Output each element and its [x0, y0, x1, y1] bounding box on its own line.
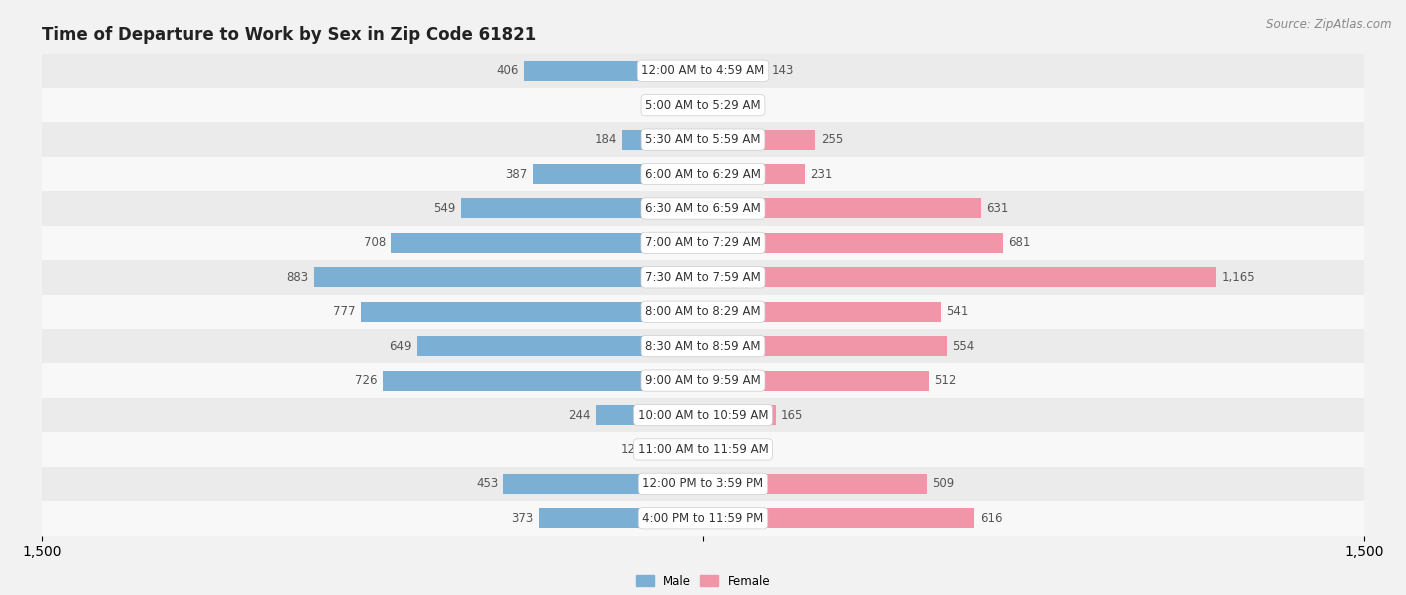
Text: 616: 616: [980, 512, 1002, 525]
Bar: [42, 466, 1364, 501]
Bar: [42, 501, 1364, 536]
Legend: Male, Female: Male, Female: [631, 570, 775, 592]
Bar: [42, 191, 1364, 226]
Bar: [314, 267, 703, 287]
Bar: [703, 405, 776, 425]
Bar: [42, 226, 1364, 260]
Text: 184: 184: [595, 133, 617, 146]
Bar: [621, 130, 703, 149]
Text: 12:00 PM to 3:59 PM: 12:00 PM to 3:59 PM: [643, 477, 763, 490]
Bar: [42, 295, 1364, 329]
Text: 231: 231: [810, 168, 832, 180]
Bar: [538, 508, 703, 528]
Bar: [418, 336, 703, 356]
Text: 88: 88: [747, 99, 762, 112]
Text: 4:00 PM to 11:59 PM: 4:00 PM to 11:59 PM: [643, 512, 763, 525]
Text: 5:30 AM to 5:59 AM: 5:30 AM to 5:59 AM: [645, 133, 761, 146]
Text: 649: 649: [389, 340, 412, 353]
Bar: [596, 405, 703, 425]
Bar: [42, 364, 1364, 398]
Bar: [703, 199, 981, 218]
Text: 17: 17: [716, 443, 731, 456]
Text: 8:00 AM to 8:29 AM: 8:00 AM to 8:29 AM: [645, 305, 761, 318]
Text: 244: 244: [568, 409, 591, 421]
Bar: [361, 302, 703, 322]
Bar: [503, 474, 703, 494]
Text: 1,165: 1,165: [1222, 271, 1256, 284]
Bar: [42, 123, 1364, 157]
Bar: [42, 157, 1364, 191]
Bar: [42, 54, 1364, 88]
Text: 255: 255: [821, 133, 842, 146]
Text: 512: 512: [934, 374, 956, 387]
Text: 681: 681: [1008, 236, 1031, 249]
Bar: [42, 88, 1364, 123]
Text: 549: 549: [433, 202, 456, 215]
Bar: [42, 432, 1364, 466]
Text: 777: 777: [333, 305, 356, 318]
Bar: [703, 302, 942, 322]
Bar: [703, 267, 1216, 287]
Bar: [648, 440, 703, 459]
Bar: [524, 61, 703, 81]
Text: 123: 123: [621, 443, 644, 456]
Bar: [533, 164, 703, 184]
Text: 541: 541: [946, 305, 969, 318]
Text: 631: 631: [986, 202, 1008, 215]
Text: 726: 726: [356, 374, 378, 387]
Text: 453: 453: [475, 477, 498, 490]
Bar: [703, 95, 742, 115]
Bar: [703, 130, 815, 149]
Bar: [703, 508, 974, 528]
Bar: [42, 260, 1364, 295]
Text: 7:00 AM to 7:29 AM: 7:00 AM to 7:29 AM: [645, 236, 761, 249]
Bar: [703, 164, 804, 184]
Text: 6:00 AM to 6:29 AM: 6:00 AM to 6:29 AM: [645, 168, 761, 180]
Bar: [672, 95, 703, 115]
Text: 71: 71: [651, 99, 666, 112]
Text: 7:30 AM to 7:59 AM: 7:30 AM to 7:59 AM: [645, 271, 761, 284]
Text: 406: 406: [496, 64, 519, 77]
Text: 12:00 AM to 4:59 AM: 12:00 AM to 4:59 AM: [641, 64, 765, 77]
Bar: [703, 371, 928, 390]
Bar: [703, 440, 710, 459]
Bar: [42, 398, 1364, 432]
Text: 387: 387: [505, 168, 527, 180]
Bar: [42, 329, 1364, 364]
Text: Source: ZipAtlas.com: Source: ZipAtlas.com: [1267, 18, 1392, 31]
Text: 509: 509: [932, 477, 955, 490]
Text: 883: 883: [287, 271, 309, 284]
Text: 165: 165: [780, 409, 803, 421]
Text: 10:00 AM to 10:59 AM: 10:00 AM to 10:59 AM: [638, 409, 768, 421]
Text: 143: 143: [772, 64, 793, 77]
Text: 373: 373: [512, 512, 533, 525]
Bar: [703, 336, 948, 356]
Bar: [703, 474, 927, 494]
Bar: [384, 371, 703, 390]
Text: 9:00 AM to 9:59 AM: 9:00 AM to 9:59 AM: [645, 374, 761, 387]
Bar: [703, 61, 766, 81]
Text: 5:00 AM to 5:29 AM: 5:00 AM to 5:29 AM: [645, 99, 761, 112]
Bar: [703, 233, 1002, 253]
Bar: [461, 199, 703, 218]
Text: 708: 708: [364, 236, 385, 249]
Text: 554: 554: [952, 340, 974, 353]
Text: 11:00 AM to 11:59 AM: 11:00 AM to 11:59 AM: [638, 443, 768, 456]
Text: 8:30 AM to 8:59 AM: 8:30 AM to 8:59 AM: [645, 340, 761, 353]
Bar: [391, 233, 703, 253]
Text: 6:30 AM to 6:59 AM: 6:30 AM to 6:59 AM: [645, 202, 761, 215]
Text: Time of Departure to Work by Sex in Zip Code 61821: Time of Departure to Work by Sex in Zip …: [42, 26, 537, 43]
